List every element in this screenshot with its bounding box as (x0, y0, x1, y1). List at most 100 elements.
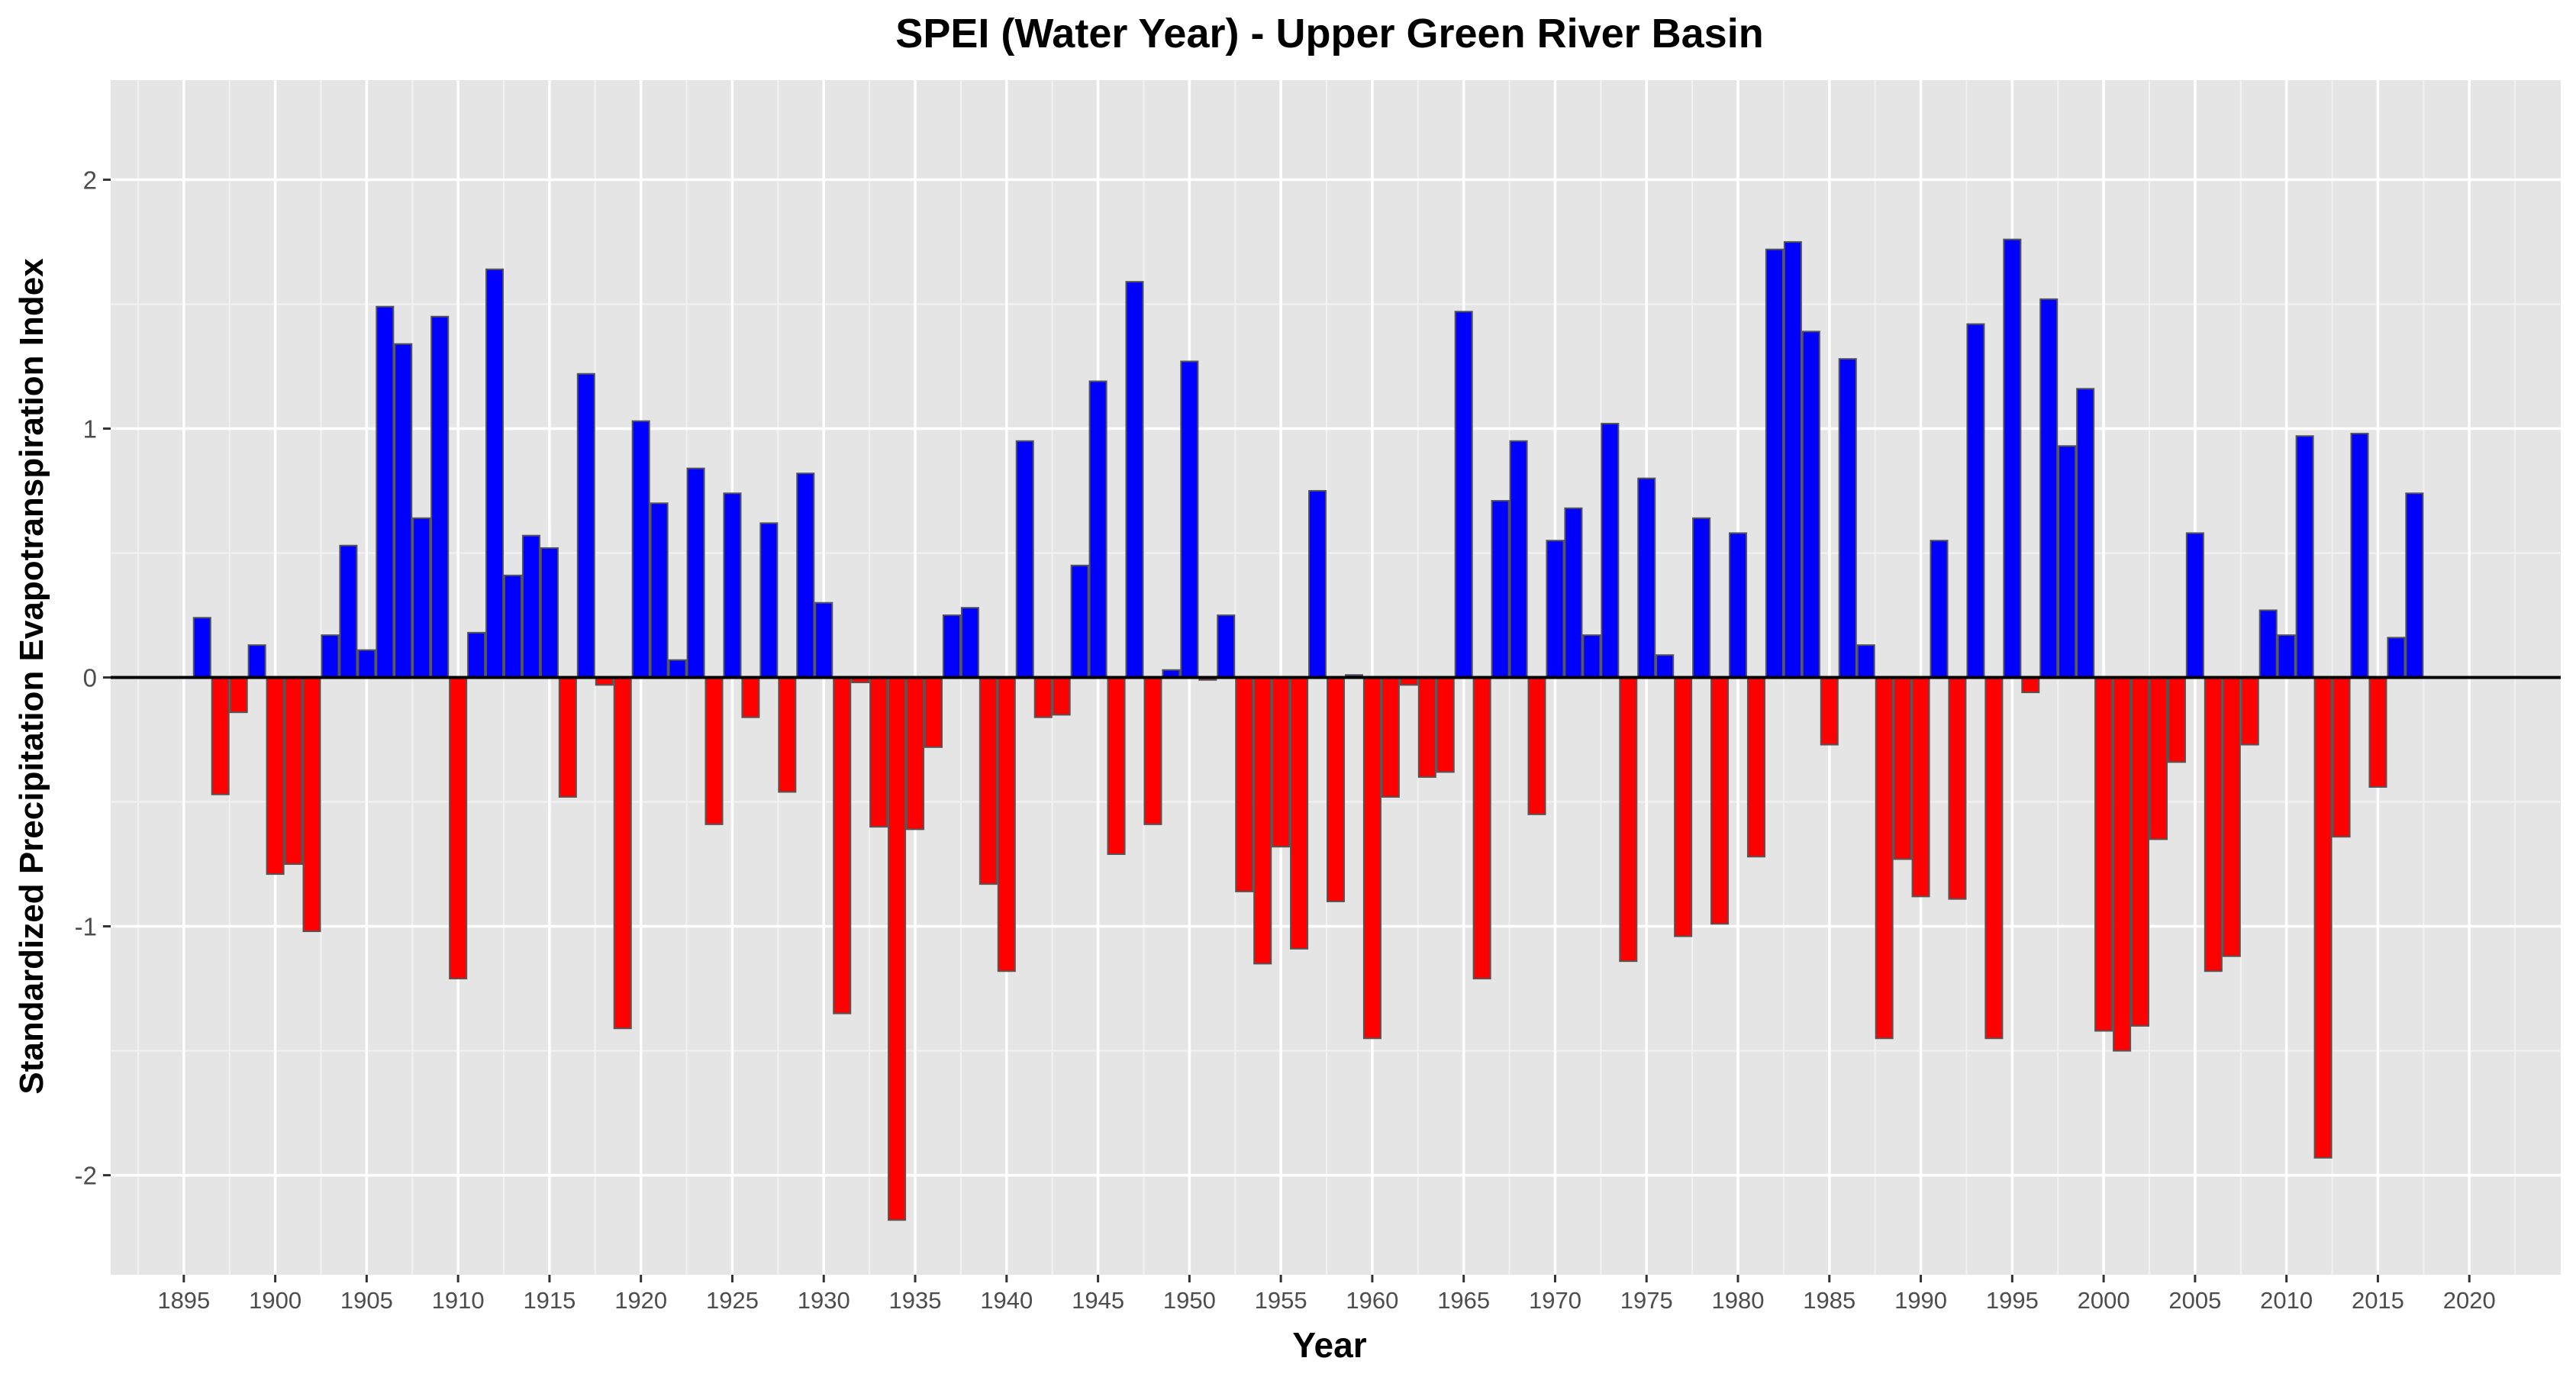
bar-1896 (192, 617, 211, 679)
bar-1923 (686, 467, 705, 679)
bar-2009 (2258, 609, 2278, 679)
bar-1952 (1217, 614, 1236, 679)
x-tick-label: 1945 (1072, 1287, 1124, 1314)
x-tick-label: 2005 (2168, 1287, 2221, 1314)
bar-1930 (814, 602, 833, 679)
x-tick-label: 1995 (1986, 1287, 2039, 1314)
x-tick-label: 1915 (523, 1287, 575, 1314)
bar-1995 (2003, 238, 2022, 679)
y-axis: -2 -1 0 1 2 (75, 166, 111, 1190)
bar-1915 (540, 547, 559, 679)
x-tick-label: 1960 (1346, 1287, 1398, 1314)
bar-2008 (2240, 676, 2259, 746)
bar-1999 (2076, 388, 2095, 679)
bar-1938 (960, 607, 979, 679)
bar-1985 (1820, 676, 1839, 746)
x-tick-label: 1900 (249, 1287, 301, 1314)
bar-1944 (1070, 564, 1089, 679)
bar-2010 (2277, 634, 2296, 679)
x-tick-label: 1940 (980, 1287, 1033, 1314)
x-tick-label: 1955 (1255, 1287, 1307, 1314)
bar-1908 (412, 517, 431, 679)
bar-1988 (1875, 676, 1894, 1040)
bar-2004 (2167, 676, 2186, 763)
bar-1927 (759, 522, 779, 679)
bar-1993 (1966, 323, 1985, 679)
bar-1937 (942, 614, 961, 679)
bar-1972 (1582, 634, 1601, 679)
bar-1957 (1308, 489, 1327, 679)
bar-1912 (485, 268, 505, 679)
x-tick-label: 1970 (1529, 1287, 1581, 1314)
bar-2015 (2368, 676, 2387, 788)
bar-1933 (869, 676, 888, 828)
bar-1931 (833, 676, 852, 1014)
bar-1948 (1143, 676, 1162, 825)
bar-1981 (1746, 676, 1765, 858)
x-tick-label: 1910 (432, 1287, 485, 1314)
bar-1946 (1107, 676, 1126, 855)
bar-1968 (1509, 440, 1528, 679)
bar-1909 (430, 315, 450, 679)
bar-1926 (741, 676, 760, 718)
bar-1907 (394, 343, 413, 679)
bar-1899 (247, 644, 266, 679)
bar-1986 (1838, 358, 1857, 679)
bar-1919 (613, 676, 632, 1030)
bar-1967 (1491, 500, 1510, 679)
bar-1964 (1436, 676, 1455, 773)
bar-1921 (650, 502, 669, 679)
bar-1935 (906, 676, 925, 831)
y-tick-label: 1 (83, 414, 97, 443)
x-tick-label: 1985 (1803, 1287, 1855, 1314)
bar-1906 (376, 305, 395, 679)
bar-1904 (339, 544, 358, 679)
bar-1934 (888, 676, 907, 1221)
bar-2013 (2332, 676, 2351, 838)
bar-1955 (1272, 676, 1291, 848)
x-tick-label: 1905 (340, 1287, 393, 1314)
bar-1987 (1856, 644, 1875, 679)
bar-1916 (558, 676, 577, 798)
y-tick-label: -2 (75, 1162, 97, 1190)
bar-1945 (1088, 380, 1107, 679)
bar-1994 (1984, 676, 2004, 1040)
x-tick-label: 1965 (1437, 1287, 1490, 1314)
bar-1947 (1125, 281, 1144, 679)
x-tick-label: 2020 (2443, 1287, 2496, 1314)
bar-2017 (2405, 492, 2424, 679)
bar-1914 (521, 534, 540, 679)
x-tick-label: 2000 (2078, 1287, 2130, 1314)
x-axis-label: Year (1292, 1325, 1366, 1365)
bar-1942 (1033, 676, 1053, 718)
bar-2011 (2295, 435, 2314, 679)
bar-2001 (2113, 676, 2132, 1052)
bar-1982 (1765, 248, 1784, 679)
bar-1903 (321, 634, 340, 679)
bar-1956 (1290, 676, 1309, 950)
x-tick-label: 1975 (1620, 1287, 1673, 1314)
bar-1911 (467, 631, 486, 679)
x-tick-label: 1895 (157, 1287, 210, 1314)
x-tick-label: 1930 (798, 1287, 850, 1314)
bar-2007 (2222, 676, 2241, 957)
bar-1913 (503, 574, 523, 679)
bar-2006 (2204, 676, 2223, 972)
bar-1980 (1728, 532, 1748, 679)
bar-1979 (1710, 676, 1730, 925)
bar-1965 (1454, 311, 1473, 679)
bar-1970 (1546, 540, 1565, 679)
bar-1954 (1253, 676, 1272, 965)
bar-1978 (1692, 517, 1711, 679)
bar-1925 (723, 492, 742, 679)
y-tick-label: 2 (83, 166, 97, 194)
bar-1929 (796, 473, 815, 679)
bar-1928 (778, 676, 797, 793)
x-tick-label: 1925 (706, 1287, 759, 1314)
bar-1900 (266, 676, 285, 876)
bar-1958 (1326, 676, 1346, 902)
bar-1971 (1564, 507, 1583, 679)
bar-1943 (1052, 676, 1071, 716)
bar-1977 (1674, 676, 1693, 937)
bar-1969 (1527, 676, 1546, 815)
